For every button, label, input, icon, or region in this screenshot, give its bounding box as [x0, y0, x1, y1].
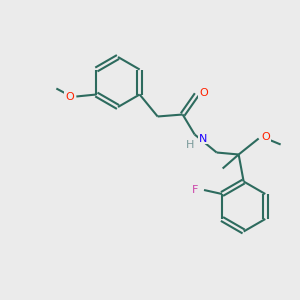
- Text: H: H: [185, 140, 194, 149]
- Text: O: O: [261, 131, 270, 142]
- Text: O: O: [65, 92, 74, 101]
- Text: O: O: [199, 88, 208, 98]
- Text: N: N: [199, 134, 207, 143]
- Text: F: F: [192, 185, 198, 195]
